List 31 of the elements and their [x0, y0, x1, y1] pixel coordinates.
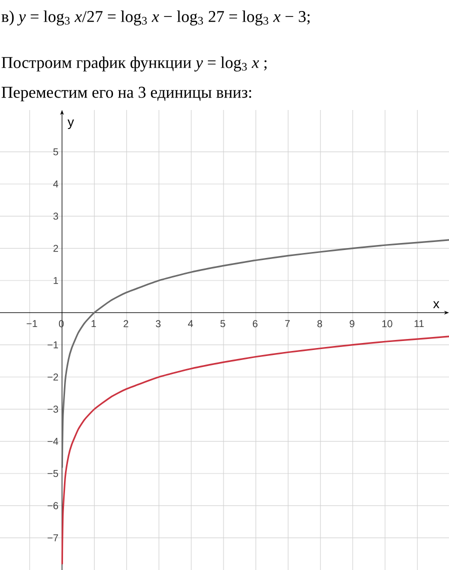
x-tick-label: 2 [124, 320, 128, 328]
x-tick-label: 4 [188, 320, 193, 328]
line-series [61, 336, 449, 566]
x-axis-title: x [433, 301, 440, 308]
y-tick-label: −3 [48, 406, 58, 413]
x-tick-label: 3 [156, 320, 161, 328]
x-tick-label: 1 [92, 320, 96, 328]
x-tick-label: 5 [220, 320, 226, 328]
y-tick-label: −7 [48, 534, 58, 542]
x-tick-label: 9 [350, 320, 354, 328]
x-tick-label: 10 [382, 320, 392, 328]
chart-title: в) y = log$_{3}$ x/27 = log$_{3}$ x − log$_{3}$ 27 = log$_{3}$ x − 3; [1, 10, 310, 26]
chart-subtitle: Построим график функции y = log$_{3}$ x ; [2, 56, 267, 72]
y-tick-label: −4 [48, 438, 58, 445]
y-tick-label: −1 [48, 341, 58, 348]
text: Переместим его на 3 единицы вниз: [2, 86, 252, 102]
x-tick-label: 6 [252, 320, 258, 328]
y-tick-label: −5 [48, 470, 58, 477]
y-tick-label: 4 [53, 180, 58, 188]
y-tick-label: 1 [54, 277, 58, 284]
x-tick-label: 7 [285, 320, 290, 328]
y-tick-label: −6 [48, 502, 58, 510]
y-tick-label: 3 [53, 212, 58, 220]
y-tick-label: 5 [53, 148, 58, 156]
y-tick-label: 2 [53, 244, 58, 252]
x-tick-label: −1 [26, 320, 38, 328]
y-tick-label: −2 [48, 374, 58, 380]
y-axis-title: y [68, 120, 74, 130]
x-tick-label: 11 [414, 320, 424, 328]
line-series [61, 239, 449, 469]
x-tick-label: 8 [317, 320, 322, 328]
